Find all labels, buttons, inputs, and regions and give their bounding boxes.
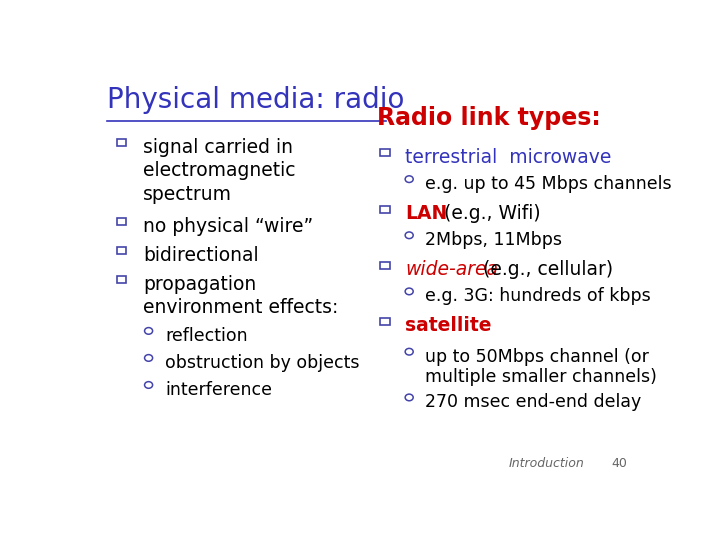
- Text: (e.g., cellular): (e.g., cellular): [477, 260, 613, 279]
- Text: 270 msec end-end delay: 270 msec end-end delay: [425, 393, 641, 411]
- Bar: [117, 218, 126, 225]
- Text: e.g. 3G: hundreds of kbps: e.g. 3G: hundreds of kbps: [425, 287, 651, 305]
- Bar: [380, 150, 390, 157]
- Text: satellite: satellite: [405, 316, 492, 335]
- Text: 40: 40: [612, 457, 628, 470]
- Text: reflection: reflection: [166, 327, 248, 345]
- Bar: [380, 206, 390, 213]
- Text: LAN: LAN: [405, 204, 448, 223]
- Text: propagation
environment effects:: propagation environment effects:: [143, 275, 338, 318]
- Bar: [117, 247, 126, 254]
- Text: interference: interference: [166, 381, 272, 399]
- Text: Physical media: radio: Physical media: radio: [107, 85, 404, 113]
- Bar: [380, 318, 390, 325]
- Text: 2Mbps, 11Mbps: 2Mbps, 11Mbps: [425, 231, 562, 249]
- Text: signal carried in
electromagnetic
spectrum: signal carried in electromagnetic spectr…: [143, 138, 295, 204]
- Text: terrestrial  microwave: terrestrial microwave: [405, 148, 612, 167]
- Bar: [380, 262, 390, 269]
- Bar: [117, 276, 126, 284]
- Text: e.g. up to 45 Mbps channels: e.g. up to 45 Mbps channels: [425, 175, 672, 193]
- Text: multiple smaller channels): multiple smaller channels): [425, 368, 657, 386]
- Text: bidirectional: bidirectional: [143, 246, 258, 265]
- Text: Introduction: Introduction: [508, 457, 584, 470]
- Text: obstruction by objects: obstruction by objects: [166, 354, 360, 372]
- Text: up to 50Mbps channel (or: up to 50Mbps channel (or: [425, 348, 649, 366]
- Text: no physical “wire”: no physical “wire”: [143, 217, 313, 235]
- Text: Radio link types:: Radio link types:: [377, 106, 601, 130]
- Text: (e.g., Wifi): (e.g., Wifi): [438, 204, 541, 223]
- Text: wide-area: wide-area: [405, 260, 498, 279]
- Bar: [117, 139, 126, 146]
